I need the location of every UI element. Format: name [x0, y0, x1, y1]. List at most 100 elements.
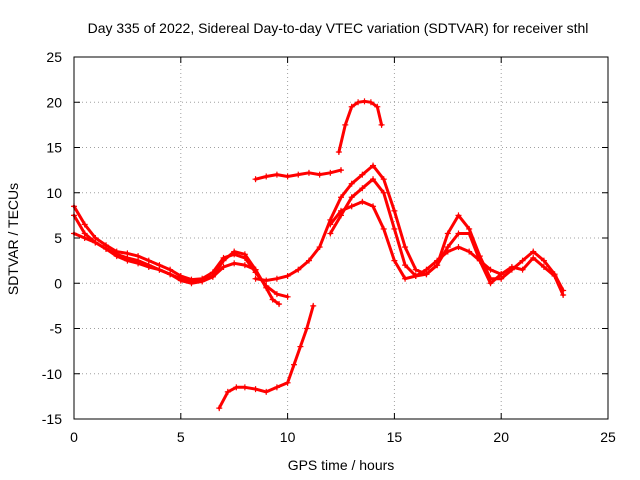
data-point — [391, 207, 398, 214]
x-tick-label: 15 — [387, 429, 403, 445]
data-point — [378, 121, 385, 128]
data-point — [145, 263, 152, 270]
data-point — [276, 301, 283, 308]
data-point — [348, 194, 355, 201]
x-tick-label: 20 — [493, 429, 509, 445]
data-point — [348, 203, 355, 210]
data-point — [530, 248, 537, 255]
x-axis-label: GPS time / hours — [288, 457, 395, 473]
data-point — [241, 384, 248, 391]
series-arc-7 — [252, 167, 344, 183]
data-point — [263, 173, 270, 180]
data-point — [113, 253, 120, 260]
data-point — [391, 257, 398, 264]
data-point — [487, 266, 494, 273]
x-tick-label: 25 — [600, 429, 616, 445]
data-point — [233, 384, 240, 391]
series-layer — [71, 98, 567, 412]
data-point — [284, 273, 291, 280]
data-point — [81, 235, 88, 241]
y-tick-label: 25 — [46, 49, 62, 65]
data-point — [370, 203, 377, 210]
data-point — [284, 293, 291, 300]
data-point — [209, 273, 216, 280]
data-point — [402, 244, 409, 251]
data-point — [335, 149, 342, 156]
data-point — [241, 262, 248, 269]
data-point — [273, 291, 280, 298]
data-point — [338, 194, 344, 201]
data-point — [444, 230, 451, 237]
data-point — [380, 176, 387, 183]
data-point — [359, 171, 366, 178]
data-point — [560, 292, 567, 299]
data-point — [224, 388, 231, 395]
x-tick-label: 10 — [280, 429, 296, 445]
y-tick-label: 10 — [46, 185, 62, 201]
data-point — [145, 257, 152, 264]
data-point — [284, 173, 291, 180]
data-point — [263, 277, 270, 284]
data-point — [412, 273, 419, 280]
data-point — [81, 221, 88, 228]
y-tick-label: -5 — [50, 321, 63, 337]
data-point — [498, 271, 505, 278]
data-point — [412, 266, 419, 273]
data-point — [551, 273, 558, 280]
data-point — [303, 325, 310, 332]
data-point — [540, 263, 547, 270]
data-point — [263, 388, 270, 395]
data-point — [167, 271, 174, 278]
data-point — [530, 254, 537, 261]
data-point — [252, 176, 259, 183]
y-tick-label: -15 — [42, 411, 62, 427]
data-point — [434, 257, 441, 264]
data-point — [466, 230, 473, 237]
data-point — [252, 275, 259, 282]
data-point — [327, 221, 334, 228]
data-point — [231, 260, 238, 267]
data-point — [291, 361, 298, 368]
data-point — [374, 103, 381, 110]
data-point — [455, 212, 462, 219]
data-point — [487, 280, 494, 287]
data-point — [327, 230, 334, 237]
data-point — [216, 405, 223, 412]
data-point — [367, 99, 374, 106]
data-point — [338, 207, 344, 214]
data-point — [380, 225, 387, 232]
data-point — [466, 248, 473, 255]
data-point — [359, 185, 366, 192]
x-tick-label: 0 — [70, 429, 78, 445]
data-point — [348, 180, 355, 187]
data-point — [220, 254, 227, 261]
data-point — [252, 386, 259, 393]
series-line — [72, 213, 281, 306]
data-point — [92, 239, 99, 246]
data-point — [348, 103, 355, 110]
data-point — [402, 262, 409, 269]
data-point — [361, 98, 368, 105]
data-point — [423, 266, 430, 273]
data-point — [519, 266, 526, 273]
data-point — [231, 251, 238, 258]
data-point — [519, 257, 526, 264]
y-axis-label: SDTVAR / TECUs — [5, 183, 21, 295]
data-point — [273, 384, 280, 391]
data-point — [124, 257, 131, 264]
data-point — [359, 198, 366, 205]
data-point — [476, 257, 483, 264]
data-point — [220, 263, 227, 270]
data-point — [455, 230, 462, 237]
series-line — [217, 304, 315, 410]
y-tick-label: 0 — [54, 275, 62, 291]
y-tick-label: 20 — [46, 94, 62, 110]
data-point — [380, 189, 387, 196]
data-point — [295, 171, 302, 178]
data-point — [370, 162, 377, 169]
data-point — [273, 171, 280, 178]
series-arc-3 — [71, 230, 259, 287]
data-point — [156, 266, 163, 273]
data-point — [103, 245, 110, 252]
